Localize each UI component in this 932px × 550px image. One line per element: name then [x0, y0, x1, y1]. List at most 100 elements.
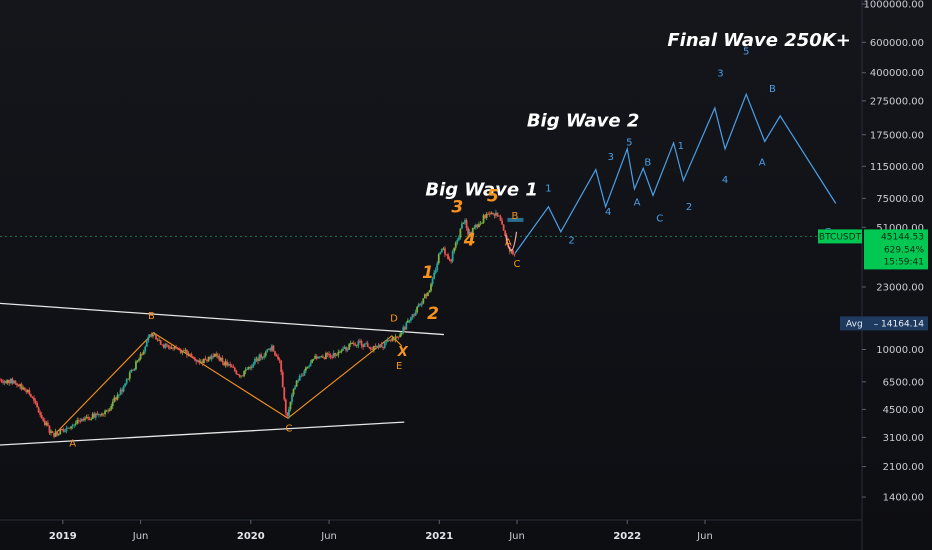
candle-body: [487, 213, 490, 215]
candle-body: [169, 346, 171, 349]
orange-wave-letter: C: [285, 424, 292, 435]
candle-body: [190, 354, 193, 357]
candle-body: [380, 344, 383, 348]
candle-body: [119, 389, 122, 395]
candle-body: [431, 278, 434, 285]
candle-body: [349, 343, 352, 345]
candle-body: [512, 250, 514, 254]
candle-body: [152, 335, 154, 337]
candle-body: [292, 388, 295, 395]
candle-body: [28, 390, 31, 395]
candle-body: [311, 359, 313, 363]
candle-body: [283, 387, 286, 400]
candle-body: [206, 360, 208, 362]
candle-body: [457, 237, 460, 241]
avg-tag-bg: [840, 316, 928, 331]
candle-body: [220, 358, 222, 361]
candle-body: [474, 224, 477, 228]
trendline: [0, 421, 405, 446]
candle-body: [204, 358, 207, 361]
candle-body: [125, 379, 128, 384]
candle-body: [108, 409, 111, 411]
y-tick-label: 115000.00: [870, 162, 924, 173]
candle-body: [145, 340, 148, 347]
candle-body: [308, 366, 310, 368]
candle-body: [264, 352, 267, 356]
candle-body: [170, 347, 173, 349]
candle-body: [88, 418, 91, 420]
candle-body: [221, 358, 224, 363]
candle-body: [335, 354, 338, 356]
candle-body: [476, 224, 479, 228]
price-tag-countdown: 15:59:41: [884, 257, 924, 267]
candle-body: [386, 340, 389, 342]
y-tick-label: 175000.00: [870, 130, 924, 141]
candle-body: [369, 347, 372, 350]
candle-body: [74, 423, 77, 425]
candle-body: [196, 360, 199, 362]
candle-body: [20, 384, 23, 390]
projection-line: [514, 92, 837, 254]
candle-body: [473, 227, 476, 229]
candle-body: [164, 344, 167, 348]
candle-body: [77, 420, 80, 422]
price-tag-bg: [864, 229, 928, 270]
candle-body: [48, 425, 51, 433]
candle-body: [332, 352, 335, 358]
candle-body: [210, 355, 213, 360]
candle-body: [394, 336, 397, 341]
candle-body: [59, 428, 62, 435]
candle-body: [11, 378, 14, 384]
avg-tag-value: – 14164.14: [874, 319, 925, 329]
candle-body: [374, 346, 377, 347]
candle-body: [80, 419, 83, 422]
wave-title: Final Wave 250K+: [667, 30, 850, 51]
candle-body: [309, 362, 312, 367]
candle-body: [227, 364, 230, 366]
candle-body: [490, 212, 493, 215]
candle-body: [468, 231, 471, 235]
candle-body: [379, 344, 381, 348]
candle-body: [318, 356, 321, 358]
candle-body: [277, 356, 279, 360]
y-tick-label: 75000.00: [876, 194, 924, 205]
candle-body: [266, 349, 269, 353]
candle-body: [481, 222, 483, 224]
candle-body: [425, 294, 428, 296]
candle-body: [397, 336, 400, 338]
candle-body: [340, 350, 343, 352]
candle-body: [351, 343, 354, 344]
candle-body: [141, 353, 144, 355]
candle-body: [201, 361, 204, 364]
candle-body: [153, 334, 156, 336]
candle-body: [325, 352, 327, 359]
candle-body: [317, 357, 320, 359]
candle-body: [39, 412, 42, 415]
y-axis[interactable]: 1000000.00 600000.00 400000.00 275000.00 175…: [861, 0, 924, 550]
candle-body: [111, 401, 114, 406]
candle-body: [8, 379, 11, 384]
candle-body: [233, 367, 236, 371]
candle-body: [3, 380, 6, 383]
candle-body: [128, 372, 131, 379]
candle-body: [76, 420, 79, 424]
candle-body: [114, 397, 117, 400]
x-axis[interactable]: 2019 Jun 2020 Jun 2021 Jun 2022 Jun: [0, 519, 862, 542]
candle-body: [433, 272, 436, 279]
candle-body: [371, 349, 374, 351]
candle-body: [241, 375, 244, 377]
candle-body: [281, 372, 284, 388]
candle-body: [84, 418, 86, 421]
candle-body: [105, 410, 108, 412]
projection-wave-label: 5: [626, 137, 632, 148]
y-tick-label: 2100.00: [883, 462, 924, 473]
candle-body: [235, 370, 238, 375]
candle-body: [181, 350, 184, 353]
candle-body: [434, 270, 437, 273]
candle-body: [186, 350, 188, 356]
candle-body: [337, 352, 340, 355]
candle-body: [91, 413, 94, 419]
